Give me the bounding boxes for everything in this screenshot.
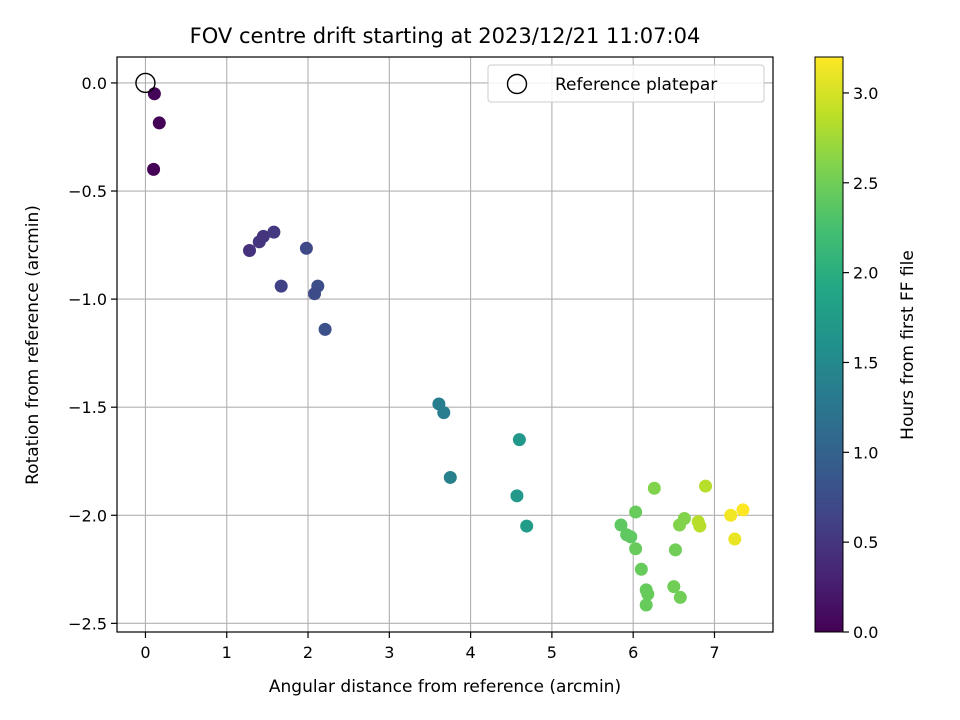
data-point bbox=[668, 543, 682, 557]
y-axis-ticks: 0.0 −0.5 −1.0 −1.5 −2.0 −2.5 bbox=[68, 74, 117, 633]
y-tick-label: −0.5 bbox=[68, 182, 107, 201]
legend-marker-icon bbox=[506, 73, 528, 95]
colorbar-tick-label: 0.0 bbox=[853, 623, 878, 642]
x-tick-label: 7 bbox=[709, 643, 719, 662]
reference-marker bbox=[135, 72, 156, 94]
y-tick-label: −2.0 bbox=[68, 506, 107, 525]
legend: Reference platepar bbox=[487, 64, 765, 103]
data-point bbox=[641, 587, 655, 601]
data-point bbox=[728, 532, 742, 546]
x-tick-label: 0 bbox=[140, 643, 150, 662]
data-point bbox=[274, 279, 288, 293]
data-point bbox=[437, 406, 451, 420]
x-tick-label: 1 bbox=[222, 643, 232, 662]
chart-title: FOV centre drift starting at 2023/12/21 … bbox=[190, 24, 701, 48]
data-point bbox=[267, 225, 281, 239]
data-point bbox=[520, 519, 534, 533]
colorbar-gradient bbox=[814, 56, 844, 633]
plot-frame bbox=[116, 56, 774, 633]
x-tick-label: 2 bbox=[303, 643, 313, 662]
grid-lines bbox=[117, 57, 773, 632]
colorbar-tick-label: 1.5 bbox=[853, 353, 878, 372]
data-point bbox=[673, 590, 687, 604]
y-tick-label: −1.0 bbox=[68, 290, 107, 309]
x-tick-label: 5 bbox=[547, 643, 557, 662]
data-point bbox=[677, 512, 691, 526]
data-point bbox=[512, 433, 526, 447]
x-axis-ticks: 0 1 2 3 4 5 6 7 bbox=[140, 632, 720, 662]
data-point bbox=[724, 508, 738, 522]
data-point bbox=[308, 287, 322, 301]
colorbar-tick-label: 3.0 bbox=[853, 84, 878, 103]
y-axis-label: Rotation from reference (arcmin) bbox=[23, 205, 43, 485]
data-point bbox=[629, 505, 643, 519]
data-point bbox=[667, 580, 681, 594]
data-point bbox=[639, 598, 653, 612]
colorbar-label: Hours from first FF file bbox=[898, 250, 918, 440]
data-point bbox=[699, 479, 713, 493]
data-point bbox=[624, 530, 638, 544]
data-point bbox=[693, 519, 707, 533]
data-point bbox=[152, 116, 166, 130]
colorbar-ticks: 0.0 0.5 1.0 1.5 2.0 2.5 3.0 bbox=[843, 84, 878, 642]
data-point bbox=[147, 162, 161, 176]
data-point bbox=[256, 229, 270, 243]
colorbar-tick-label: 0.5 bbox=[853, 533, 878, 552]
data-point bbox=[634, 562, 648, 576]
x-tick-label: 4 bbox=[466, 643, 476, 662]
x-tick-label: 6 bbox=[628, 643, 638, 662]
x-tick-label: 3 bbox=[384, 643, 394, 662]
data-point bbox=[299, 241, 313, 255]
colorbar-tick-label: 2.0 bbox=[853, 264, 878, 283]
data-points bbox=[147, 87, 750, 612]
data-point bbox=[243, 243, 257, 257]
data-point bbox=[443, 470, 457, 484]
colorbar-tick-label: 2.5 bbox=[853, 174, 878, 193]
data-point bbox=[647, 481, 661, 495]
data-point bbox=[147, 87, 161, 101]
data-point bbox=[736, 503, 750, 517]
x-axis-label: Angular distance from reference (arcmin) bbox=[269, 677, 621, 697]
data-point bbox=[629, 542, 643, 556]
reference-marker-layer bbox=[135, 72, 156, 94]
y-tick-label: 0.0 bbox=[82, 74, 107, 93]
data-point bbox=[614, 518, 628, 532]
data-point bbox=[318, 322, 332, 336]
colorbar-tick-label: 1.0 bbox=[853, 443, 878, 462]
colorbar: 0.0 0.5 1.0 1.5 2.0 2.5 3.0 Hours from first F… bbox=[814, 56, 918, 642]
legend-box bbox=[487, 64, 765, 103]
y-tick-label: −2.5 bbox=[68, 614, 107, 633]
legend-entry-reference: Reference platepar bbox=[555, 75, 717, 95]
y-tick-label: −1.5 bbox=[68, 398, 107, 417]
data-point bbox=[510, 489, 524, 503]
